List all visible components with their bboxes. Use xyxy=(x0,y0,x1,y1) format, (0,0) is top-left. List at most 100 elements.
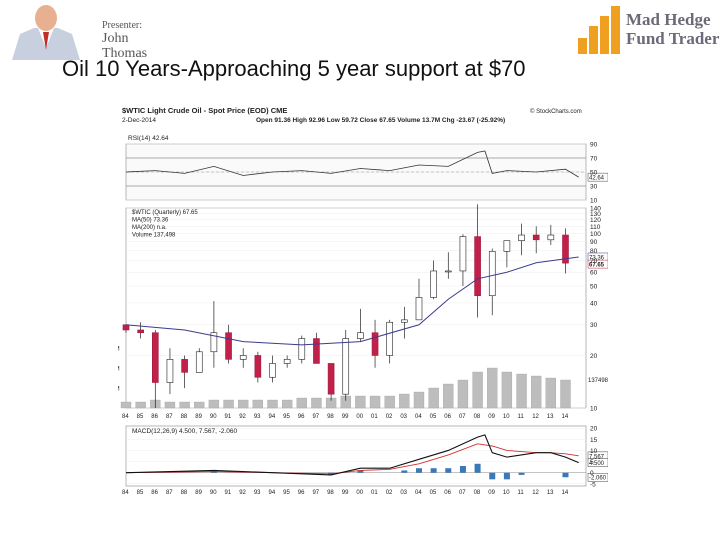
price-x-tick: 08 xyxy=(474,414,481,420)
macd-histogram-bar xyxy=(503,472,510,480)
presenter-name: John Thomas xyxy=(102,31,148,61)
price-x-tick: 11 xyxy=(518,414,525,420)
price-x-tick: 95 xyxy=(283,414,290,420)
candle-body xyxy=(532,234,540,241)
macd-x-tick: 09 xyxy=(488,490,495,496)
candle-body xyxy=(357,332,364,339)
rsi-tick-label: 90 xyxy=(590,142,598,149)
candle-body xyxy=(488,251,496,297)
macd-histogram-bar xyxy=(357,470,364,473)
price-last-value: 67.65 xyxy=(589,263,605,269)
macd-x-tick: 92 xyxy=(239,490,246,496)
macd-x-tick: 12 xyxy=(532,490,539,496)
price-x-tick: 05 xyxy=(430,414,437,420)
volume-bar xyxy=(545,377,556,409)
macd-x-tick: 93 xyxy=(254,490,261,496)
macd-tick-label: 0 xyxy=(590,470,594,477)
candle-body xyxy=(342,338,350,395)
price-x-tick: 96 xyxy=(298,414,305,420)
price-tick-label: 80 xyxy=(590,248,598,255)
price-x-tick: 10 xyxy=(503,414,510,420)
macd-x-tick: 03 xyxy=(400,490,407,496)
macd-x-tick: 11 xyxy=(518,490,525,496)
candle-body xyxy=(518,234,525,241)
price-legend-entry: $WTIC (Quarterly) 67.65 xyxy=(132,210,198,216)
macd-x-tick: 99 xyxy=(342,490,349,496)
rsi-tick-label: 10 xyxy=(590,198,598,205)
rsi-line xyxy=(125,150,579,178)
candle-body xyxy=(386,321,393,356)
price-x-tick: 99 xyxy=(342,414,349,420)
rsi-tick-label: 30 xyxy=(590,184,598,191)
macd-readout: 4.500 xyxy=(589,461,605,467)
macd-histogram-bar xyxy=(415,468,422,473)
price-tick-label: 70 xyxy=(590,258,598,265)
macd-x-tick: 00 xyxy=(356,490,363,496)
macd-x-tick: 02 xyxy=(386,490,393,496)
macd-readout-box xyxy=(587,458,608,467)
price-tick-label: 110 xyxy=(590,224,601,231)
candle-body xyxy=(313,338,320,364)
volume-bar xyxy=(560,379,571,409)
macd-x-tick: 01 xyxy=(371,490,378,496)
price-x-tick: 00 xyxy=(356,414,363,420)
price-x-tick: 03 xyxy=(400,414,407,420)
macd-x-tick: 05 xyxy=(430,490,437,496)
volume-bar xyxy=(311,397,322,409)
price-x-tick: 89 xyxy=(195,414,202,420)
candle-body xyxy=(210,332,218,353)
price-x-tick: 84 xyxy=(122,414,129,420)
candle-body xyxy=(298,338,306,360)
chart-watermark: © StockCharts.com xyxy=(530,108,582,115)
volume-tick-label: 30M xyxy=(118,347,120,353)
macd-histogram-bar xyxy=(401,470,408,473)
candle-body xyxy=(401,319,408,323)
volume-bar xyxy=(223,399,234,409)
price-x-tick: 14 xyxy=(561,414,568,420)
macd-x-tick: 95 xyxy=(283,490,290,496)
macd-x-tick: 08 xyxy=(474,490,481,496)
volume-bar xyxy=(252,399,263,409)
candle-body xyxy=(166,359,174,383)
rsi-last-box xyxy=(587,172,608,182)
presenter-label: Presenter: xyxy=(102,20,142,31)
company-logo: Mad Hedge Fund Trader xyxy=(574,2,720,58)
price-x-tick: 93 xyxy=(254,414,261,420)
price-tick-label: 10 xyxy=(590,406,598,413)
price-tick-label: 40 xyxy=(590,300,598,307)
macd-histogram-bar xyxy=(518,472,525,475)
price-x-tick: 86 xyxy=(151,414,158,420)
macd-x-tick: 91 xyxy=(225,490,232,496)
price-x-tick: 13 xyxy=(547,414,554,420)
ma-last-value: 73.36 xyxy=(589,255,605,261)
price-tick-label: 120 xyxy=(590,217,601,224)
macd-histogram-bar xyxy=(489,472,496,480)
price-tick-label: 20 xyxy=(590,353,598,360)
candle-body xyxy=(122,324,130,331)
rsi-label: RSI(14) 42.64 xyxy=(128,135,169,142)
candle-body xyxy=(547,234,555,241)
volume-bar xyxy=(413,391,425,409)
candle-body xyxy=(474,236,481,297)
price-x-tick: 04 xyxy=(415,414,422,420)
volume-bar xyxy=(120,401,132,409)
price-tick-label: 100 xyxy=(590,231,601,238)
macd-x-tick: 89 xyxy=(195,490,202,496)
volume-bar xyxy=(369,395,381,409)
macd-readout: 7.567 xyxy=(589,454,605,460)
macd-line xyxy=(125,434,579,476)
candle-body xyxy=(444,270,452,273)
volume-tick-label: 20M xyxy=(118,367,120,373)
macd-histogram-bar xyxy=(430,468,437,473)
volume-tick-label: 10M xyxy=(118,387,120,393)
candle-body xyxy=(269,363,276,378)
chart-header: $WTIC Light Crude Oil - Spot Price (EOD)… xyxy=(122,106,287,115)
macd-x-tick: 85 xyxy=(137,490,144,496)
candle-body xyxy=(562,234,569,264)
volume-bar xyxy=(208,399,220,409)
price-x-tick: 01 xyxy=(371,414,378,420)
volume-bar xyxy=(296,397,307,409)
price-tick-label: 60 xyxy=(590,270,598,277)
candle-body xyxy=(239,355,247,360)
candle-body xyxy=(283,359,291,364)
